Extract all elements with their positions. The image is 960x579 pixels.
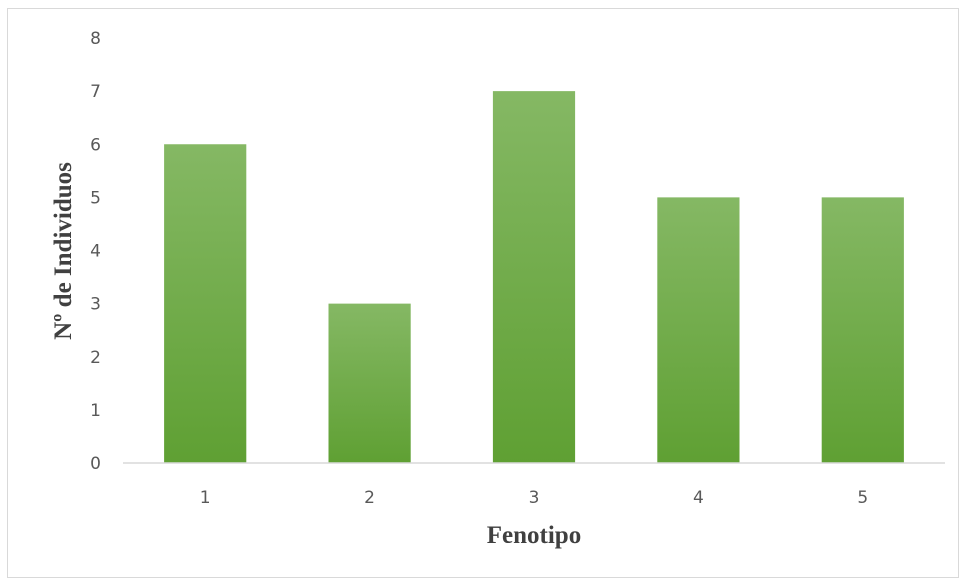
bars [164,91,904,463]
y-tick-label: 4 [90,242,101,262]
x-tick-label: 3 [529,488,540,508]
x-axis-title: Fenotipo [487,522,581,549]
y-tick-label: 0 [90,454,101,474]
y-tick-label: 8 [90,29,101,49]
x-tick-label: 5 [857,488,868,508]
y-axis-tick-labels: 0 1 2 3 4 5 6 7 8 [90,29,101,474]
y-tick-label: 1 [90,401,101,421]
x-tick-label: 4 [693,488,704,508]
bar-5 [821,197,904,463]
bar-4 [657,197,740,463]
y-tick-label: 5 [90,188,101,208]
x-tick-label: 1 [200,488,211,508]
x-tick-label: 2 [364,488,375,508]
y-tick-label: 6 [90,135,101,155]
y-axis-title: Nº de Individuos [50,162,77,340]
bar-1 [164,144,247,463]
bar-3 [492,91,576,463]
y-tick-label: 3 [90,295,101,315]
x-axis-tick-labels: 1 2 3 4 5 [200,488,868,508]
y-tick-label: 7 [90,82,101,102]
y-tick-label: 2 [90,348,101,368]
bar-2 [328,303,411,463]
